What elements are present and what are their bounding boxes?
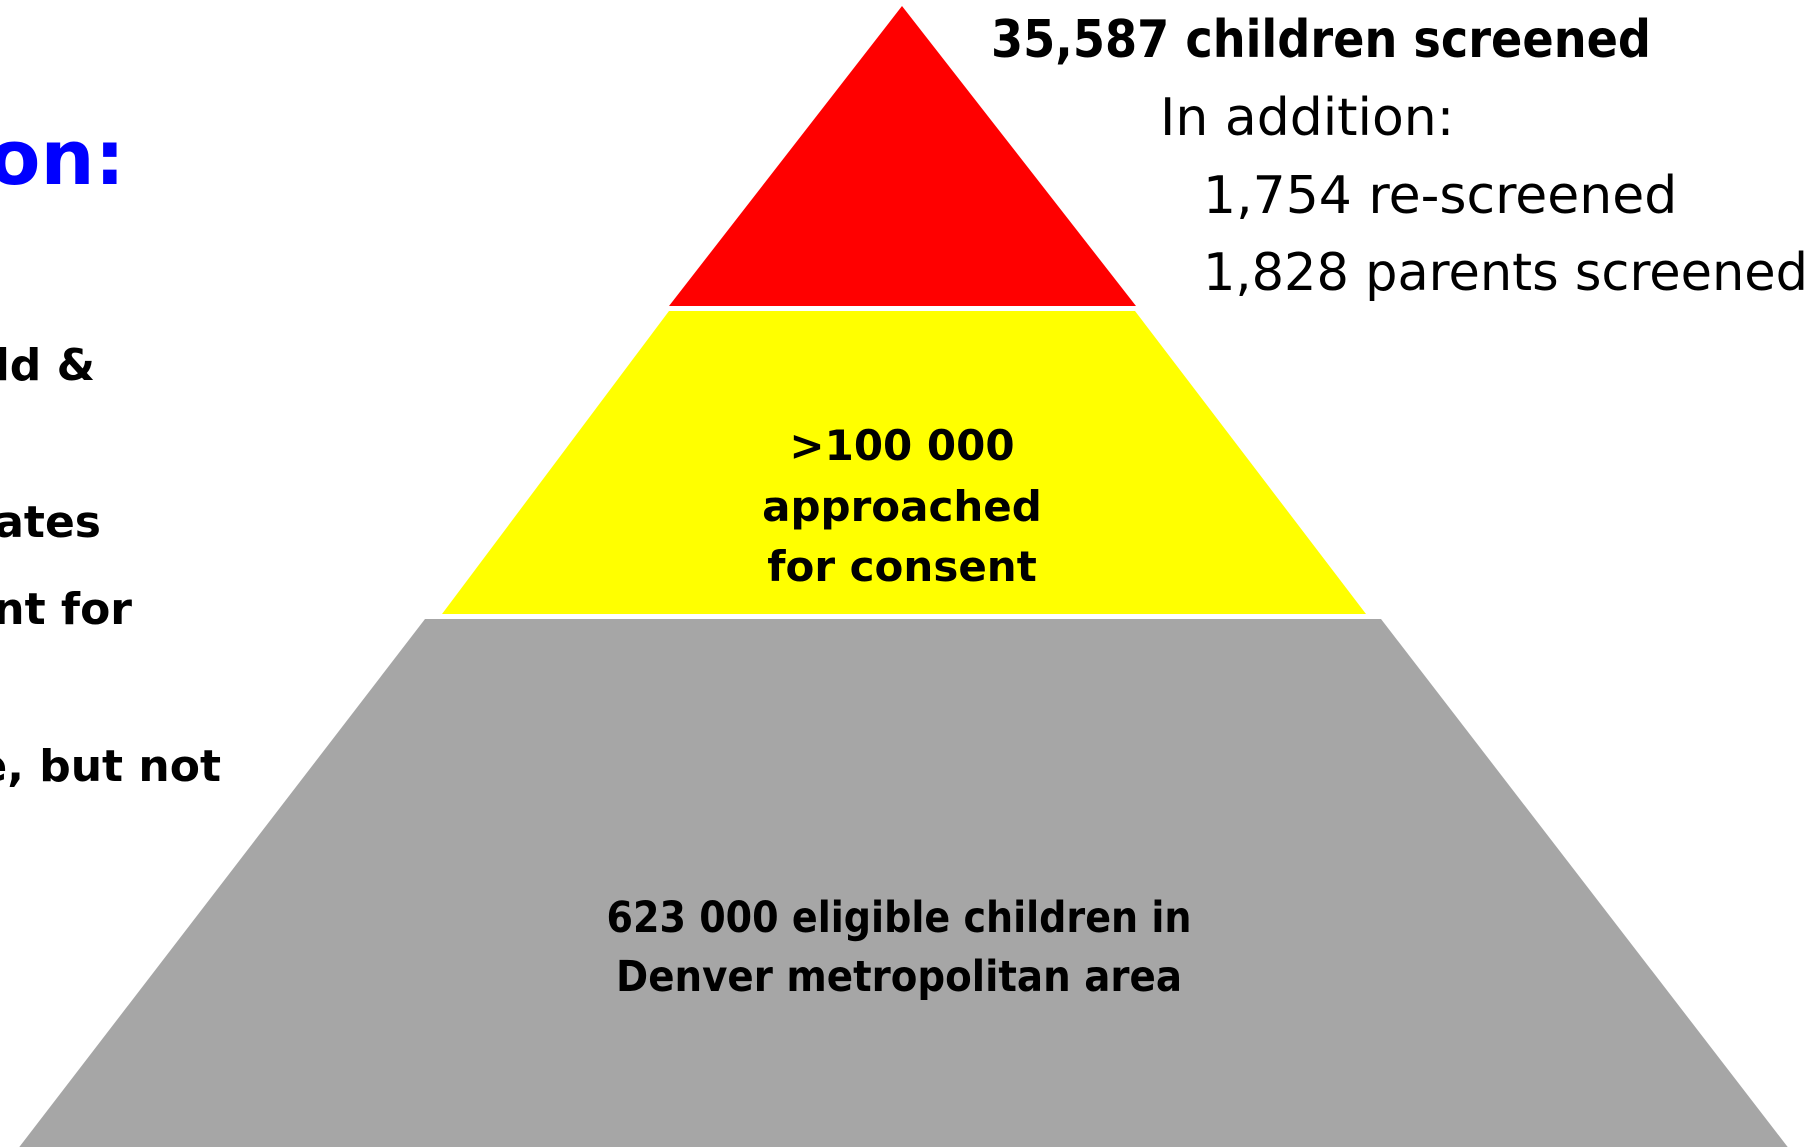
- left-line: e, but not: [0, 741, 221, 792]
- middle-label: >100 000: [789, 421, 1014, 470]
- left-line: ld &: [0, 340, 95, 391]
- pyramid-base: [19, 619, 1788, 1147]
- top-item: 1,754 re-screened: [1203, 166, 1677, 226]
- top-headline: 35,587 children screened: [991, 10, 1651, 70]
- pyramid-top: [669, 6, 1136, 306]
- left-line: nt for: [0, 584, 132, 635]
- top-item: 1,828 parents screened: [1203, 243, 1808, 303]
- base-label: 623 000 eligible children in: [607, 893, 1192, 943]
- left-line: cates: [0, 497, 101, 548]
- pyramid-middle: [442, 311, 1366, 614]
- base-label: Denver metropolitan area: [616, 952, 1182, 1002]
- heading: on:: [0, 113, 125, 202]
- middle-label: approached: [762, 482, 1042, 531]
- top-intro: In addition:: [1160, 88, 1454, 148]
- middle-label: for consent: [767, 542, 1037, 591]
